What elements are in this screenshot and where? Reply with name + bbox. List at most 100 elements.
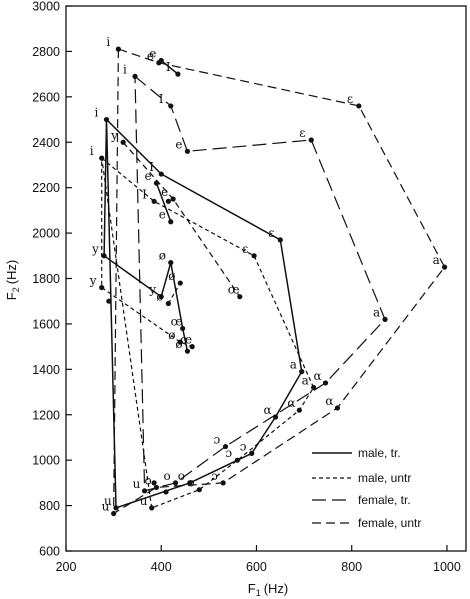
vowel-label: e (147, 49, 154, 63)
vowel-label: ɔ (225, 446, 232, 460)
vowel-label: y (91, 242, 99, 256)
vowel-label: u (140, 494, 148, 508)
data-point (189, 344, 195, 350)
x-axis-label: F1 (Hz) (248, 581, 289, 598)
vowel-label: u (133, 477, 141, 491)
y-tick-label: 2400 (32, 136, 60, 150)
vowel-label: y (89, 274, 97, 288)
vowel-label: ø (168, 269, 175, 283)
series-line-1 (101, 157, 315, 509)
vowel-label: e (159, 208, 166, 222)
y-tick-label: 2600 (32, 90, 60, 104)
y-tick-label: 2800 (32, 45, 60, 59)
vowel-label: e (175, 137, 182, 151)
legend: male, tr. male, untr female, tr. female,… (312, 446, 421, 530)
data-point (177, 339, 183, 345)
data-point (141, 488, 148, 494)
points-layer (99, 46, 448, 517)
data-point (222, 443, 229, 450)
vowel-label: a (373, 305, 380, 319)
series-line-0 (103, 118, 303, 509)
data-point (177, 280, 183, 286)
data-point (158, 57, 164, 64)
vowel-label: α (314, 369, 322, 383)
data-point (272, 414, 279, 420)
x-tick-label: 800 (341, 560, 362, 574)
data-point (234, 457, 241, 463)
data-point (184, 348, 191, 354)
y-tick-label: 1800 (32, 272, 60, 286)
data-point (158, 294, 164, 300)
vowel-label: œ (171, 314, 183, 328)
vowel-label: i (123, 62, 127, 76)
data-point (175, 71, 181, 77)
vowel-label: ɔ (240, 439, 247, 453)
data-point (322, 380, 329, 386)
y-tick-label: 2200 (32, 181, 60, 195)
data-point (99, 155, 105, 161)
vowel-label: y (110, 128, 118, 142)
data-point (308, 137, 314, 143)
y-tick-label: 1000 (32, 454, 60, 468)
vowel-label: I (149, 160, 154, 174)
data-point (334, 405, 341, 411)
vowel-label: α (325, 394, 333, 408)
data-point (441, 264, 448, 270)
data-point (299, 369, 305, 375)
vowel-label: œ (228, 283, 240, 297)
vowel-label: ɔ (214, 433, 221, 447)
data-point (170, 196, 176, 202)
vowel-label: ɔ (211, 469, 218, 483)
plot-frame (65, 5, 467, 552)
vowel-label: ε (299, 126, 305, 140)
x-tick-label: 400 (151, 560, 172, 574)
axis-ticks: 200 400 600 800 1000 600 800 1000 1200 1400 1600 18… (32, 0, 461, 574)
x-tick-label: 600 (246, 560, 267, 574)
x-tick-label: 1000 (433, 560, 461, 574)
data-point (168, 260, 174, 266)
vowel-label: o (178, 469, 185, 483)
vowel-label: i (106, 35, 110, 49)
data-point (168, 103, 174, 109)
data-point (149, 505, 155, 511)
data-point (251, 253, 257, 259)
vowel-label: ø (175, 337, 182, 351)
vowel-label: y (148, 283, 156, 297)
legend-label-female-untr: female, untr (358, 516, 421, 530)
vowel-label: e (161, 185, 168, 199)
vowel-label: i (94, 106, 98, 120)
y-axis-label: F2(Hz) (4, 260, 21, 301)
data-point (163, 489, 169, 495)
vowel-label: i (90, 144, 94, 158)
data-point (103, 116, 110, 123)
data-point (106, 298, 112, 304)
vowel-label: I (159, 92, 164, 106)
data-point (311, 384, 317, 391)
data-point (113, 505, 119, 511)
data-point (165, 198, 171, 204)
data-point (153, 180, 160, 186)
series-line-3 (112, 48, 446, 515)
vowel-label: u (102, 500, 110, 514)
data-point (184, 148, 191, 154)
vowel-label: e (144, 169, 151, 183)
data-point (165, 300, 171, 307)
y-tick-label: 600 (39, 545, 60, 559)
data-point (115, 46, 121, 52)
data-point (158, 171, 164, 177)
legend-label-male-untr: male, untr (358, 471, 411, 485)
vowel-label: I (142, 187, 147, 201)
data-point (180, 325, 186, 332)
x-tick-label: 200 (56, 560, 77, 574)
data-point (111, 510, 117, 517)
vowel-label: a (290, 358, 297, 372)
vowel-label: o (164, 469, 171, 483)
series-line-2 (134, 75, 386, 492)
data-point (99, 284, 105, 291)
vowel-label: α (287, 396, 295, 410)
vowel-label: α (264, 403, 272, 417)
data-point (249, 450, 255, 456)
data-point (168, 219, 174, 225)
data-point (153, 484, 160, 491)
